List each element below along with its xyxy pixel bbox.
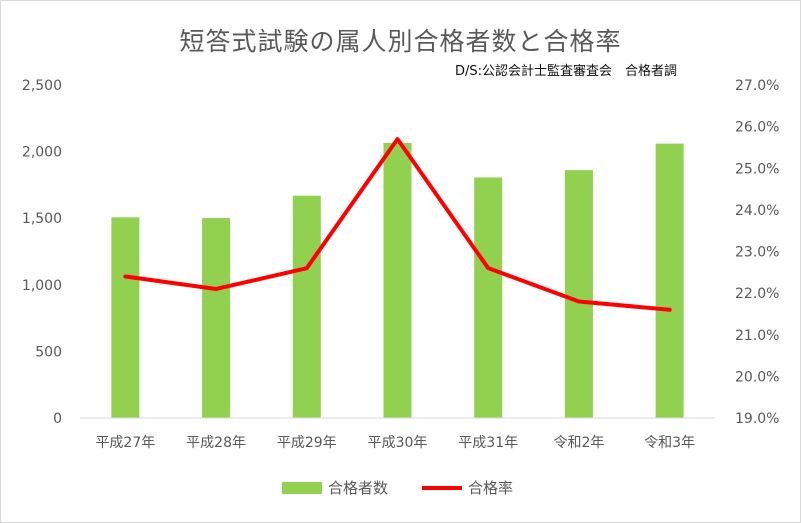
- bar: [111, 217, 140, 418]
- x-tick-label: 令和2年: [553, 435, 604, 451]
- right-tick-label: 21.0%: [735, 328, 779, 344]
- bar: [383, 142, 412, 418]
- legend-swatch-bar: [282, 482, 322, 494]
- bar-series: [111, 142, 684, 418]
- right-tick-label: 19.0%: [735, 411, 779, 427]
- x-tick-label: 令和3年: [644, 435, 695, 451]
- right-tick-label: 20.0%: [735, 369, 779, 385]
- bar: [655, 143, 684, 418]
- right-axis-ticks: 19.0% 20.0% 21.0% 22.0% 23.0% 24.0% 25.0% 26.0%…: [735, 78, 779, 427]
- right-tick-label: 23.0%: [735, 245, 779, 261]
- right-tick-label: 26.0%: [735, 120, 779, 136]
- x-tick-label: 平成30年: [368, 435, 428, 451]
- left-axis-ticks: 0 500 1,000 1,500 2,000 2,500: [22, 78, 62, 427]
- right-tick-label: 25.0%: [735, 161, 779, 177]
- left-tick-label: 1,000: [22, 278, 62, 294]
- x-tick-label: 平成28年: [186, 435, 246, 451]
- legend: 合格者数 合格率: [282, 479, 513, 497]
- left-tick-label: 1,500: [22, 211, 62, 227]
- left-tick-label: 2,000: [22, 145, 62, 161]
- rate-line: [123, 137, 672, 312]
- x-tick-label: 平成29年: [277, 435, 337, 451]
- bar: [564, 170, 593, 418]
- left-tick-label: 500: [35, 344, 62, 360]
- x-axis-ticks: 平成27年 平成28年 平成29年 平成30年 平成31年 令和2年 令和3年: [95, 435, 695, 451]
- bar: [202, 218, 231, 418]
- right-tick-label: 22.0%: [735, 286, 779, 302]
- right-tick-label: 27.0%: [735, 78, 779, 94]
- line-series: [123, 137, 672, 312]
- left-tick-label: 0: [53, 411, 62, 427]
- chart-title: 短答式試験の属人別合格者数と合格率: [179, 27, 622, 56]
- bar: [474, 177, 503, 418]
- legend-label-line: 合格率: [468, 479, 513, 497]
- data-source-note: D/S:公認会計士監査審査会 合格者調: [455, 64, 678, 79]
- x-tick-label: 平成27年: [95, 435, 155, 451]
- right-tick-label: 24.0%: [735, 203, 779, 219]
- legend-label-bar: 合格者数: [328, 479, 388, 497]
- bar: [292, 195, 321, 418]
- left-tick-label: 2,500: [22, 78, 62, 94]
- x-tick-label: 平成31年: [458, 435, 518, 451]
